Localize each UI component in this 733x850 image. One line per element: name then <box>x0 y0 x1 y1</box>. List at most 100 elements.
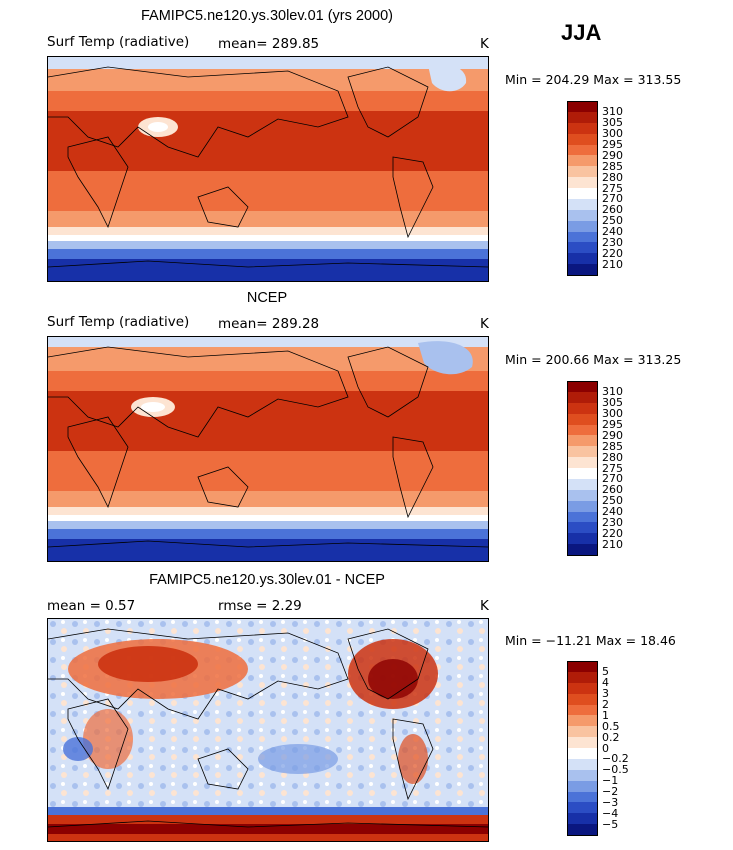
colorbar-swatch <box>567 435 598 447</box>
colorbar-tick-label: 250 <box>602 494 623 508</box>
colorbar-swatch <box>567 253 598 265</box>
panel1-variable: Surf Temp (radiative) <box>47 34 190 50</box>
colorbar-tick-label: 305 <box>602 396 623 410</box>
colorbar-tick-label: 275 <box>602 181 623 195</box>
panel2-variable: Surf Temp (radiative) <box>47 314 190 330</box>
colorbar-swatch <box>567 500 598 512</box>
colorbar-tick-label: 285 <box>602 439 623 453</box>
colorbar-tick-label: −2 <box>602 785 619 798</box>
colorbar-tick-label: 210 <box>602 257 623 271</box>
colorbar-tick-label: 210 <box>602 537 623 551</box>
colorbar-swatch <box>567 133 598 145</box>
colorbar-swatch <box>567 489 598 502</box>
colorbar-swatch <box>567 242 598 254</box>
colorbar-tick-label: 250 <box>602 214 623 228</box>
panel3-units: K <box>480 598 489 614</box>
colorbar-tick-label: 220 <box>602 526 623 540</box>
colorbar-tick-label: 300 <box>602 127 623 141</box>
colorbar-tick-label: 240 <box>602 225 623 238</box>
colorbar-swatch <box>567 209 598 222</box>
colorbar-swatch <box>567 748 598 760</box>
colorbar-tick-label: −5 <box>602 817 619 831</box>
colorbar-tick-label: 220 <box>602 246 623 260</box>
colorbar-tick-label: −0.5 <box>602 763 629 777</box>
panel1-map <box>47 56 489 282</box>
panel3-colorbar: 5 4 3 2 1 0.5 0.2 0 −0.2 −0.5 −1 −2 −3 −4 −5 <box>567 661 637 836</box>
colorbar-tick-label: 0.5 <box>602 719 620 733</box>
colorbar-tick-label: 280 <box>602 450 623 464</box>
colorbar-tick-label: −1 <box>602 774 619 788</box>
colorbar-tick-label: −4 <box>602 806 619 820</box>
panel3-field <box>48 619 488 841</box>
panel2-field <box>48 337 488 561</box>
colorbar-swatch <box>567 511 598 523</box>
colorbar-swatch <box>567 231 598 243</box>
colorbar-swatch <box>567 264 598 276</box>
colorbar-swatch <box>567 661 598 673</box>
colorbar-swatch <box>567 220 598 232</box>
colorbar-tick-label: 1 <box>602 708 609 722</box>
colorbar-swatch <box>567 381 598 393</box>
colorbar-tick-label: 295 <box>602 138 623 151</box>
panel1-field <box>48 57 488 281</box>
colorbar-tick-label: 4 <box>602 676 609 690</box>
colorbar-tick-label: 270 <box>602 472 623 486</box>
colorbar-tick-label: 270 <box>602 192 623 206</box>
colorbar-tick-label: 300 <box>602 407 623 421</box>
panel2-title: NCEP <box>246 290 288 306</box>
colorbar-swatch <box>567 715 598 727</box>
colorbar-swatch <box>567 769 598 782</box>
panel1-units: K <box>480 36 489 52</box>
colorbar-swatch <box>567 198 598 211</box>
colorbar-tick-label: 230 <box>602 515 623 529</box>
colorbar-swatch <box>567 144 598 156</box>
colorbar-swatch <box>567 726 598 738</box>
colorbar-swatch <box>567 402 598 415</box>
colorbar-tick-label: 285 <box>602 159 623 173</box>
panel3-map <box>47 618 489 842</box>
colorbar-swatch <box>567 478 598 491</box>
colorbar-swatch <box>567 457 598 469</box>
colorbar-swatch <box>567 424 598 436</box>
colorbar-swatch <box>567 188 598 200</box>
colorbar-swatch <box>567 780 598 792</box>
panel1-colorbar: 310 305 300 295 290 285 280 275 270 260 250 240 230 2… <box>567 101 637 276</box>
panel1-mean: mean= 289.85 <box>218 36 320 52</box>
colorbar-swatch <box>567 671 598 684</box>
colorbar-swatch <box>567 155 598 167</box>
panel1-minmax: Min = 204.29 Max = 313.55 <box>505 72 682 87</box>
colorbar-tick-label: 290 <box>602 148 623 162</box>
season-label: JJA <box>561 20 602 45</box>
colorbar-tick-label: 240 <box>602 505 623 518</box>
colorbar-swatch <box>567 791 598 803</box>
colorbar-tick-label: 5 <box>602 665 609 679</box>
colorbar-swatch <box>567 693 598 705</box>
panel3-rmse: rmse = 2.29 <box>218 598 302 614</box>
colorbar-swatch <box>567 177 598 189</box>
colorbar-swatch <box>567 737 598 749</box>
colorbar-tick-label: −3 <box>602 795 619 809</box>
colorbar-tick-label: 280 <box>602 170 623 184</box>
colorbar-tick-label: 260 <box>602 483 623 497</box>
colorbar-swatch <box>567 682 598 695</box>
colorbar-tick-label: 0.2 <box>602 730 620 744</box>
colorbar-swatch <box>567 544 598 556</box>
colorbar-tick-label: −0.2 <box>602 752 629 766</box>
colorbar-tick-label: 2 <box>602 698 609 711</box>
colorbar-swatch <box>567 391 598 404</box>
panel1-title: FAMIPC5.ne120.ys.30lev.01 (yrs 2000) <box>141 8 393 24</box>
panel2-colorbar: 310 305 300 295 290 285 280 275 270 260 250 240 230 2… <box>567 381 637 556</box>
colorbar-tick-label: 0 <box>602 741 609 755</box>
colorbar-tick-label: 295 <box>602 418 623 431</box>
colorbar-swatch <box>567 824 598 836</box>
panel2-map <box>47 336 489 562</box>
colorbar-swatch <box>567 111 598 124</box>
panel3-minmax: Min = −11.21 Max = 18.46 <box>505 633 676 648</box>
panel2-units: K <box>480 316 489 332</box>
colorbar-tick-label: 230 <box>602 235 623 249</box>
colorbar-swatch <box>567 802 598 814</box>
colorbar-swatch <box>567 122 598 135</box>
colorbar-swatch <box>567 413 598 425</box>
colorbar-swatch <box>567 704 598 716</box>
colorbar-swatch <box>567 522 598 534</box>
